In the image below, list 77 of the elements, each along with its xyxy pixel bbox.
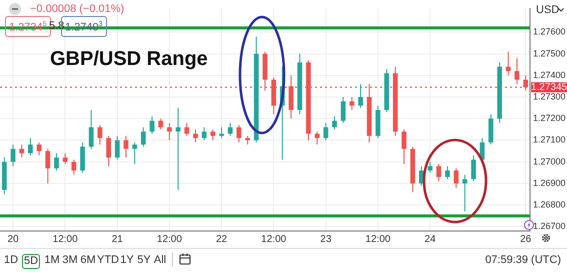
x-tick-label: 21 xyxy=(112,234,124,245)
text: 1D xyxy=(4,254,18,267)
candlestick xyxy=(349,96,354,110)
candlestick xyxy=(462,174,468,212)
candlestick xyxy=(332,116,337,130)
candlestick xyxy=(402,128,406,165)
candlestick xyxy=(323,122,328,141)
candlestick xyxy=(358,84,363,108)
candlestick xyxy=(445,166,450,180)
candlestick xyxy=(193,128,198,143)
text: GBP/USD Range xyxy=(50,48,208,71)
candlestick xyxy=(71,159,76,176)
y-tick-label: 1.27400 xyxy=(533,70,566,80)
candlestick xyxy=(288,74,294,120)
candlestick xyxy=(176,107,181,190)
candlestick xyxy=(471,154,476,182)
x-tick-label: 24 xyxy=(424,234,436,245)
y-tick-label: 1.27000 xyxy=(533,156,566,166)
candlestick xyxy=(523,74,528,92)
x-tick-label: 12:00 xyxy=(365,234,391,245)
x-tick-label: 26 xyxy=(520,234,532,245)
candlestick xyxy=(36,142,42,156)
text: 1Y xyxy=(120,254,134,267)
text: 07:59:39 (UTC) xyxy=(485,254,561,267)
text: 5D xyxy=(22,254,40,269)
candlestick xyxy=(210,128,216,141)
candlestick xyxy=(436,164,442,182)
candlestick xyxy=(10,144,16,167)
x-tick-label: 12:00 xyxy=(261,234,287,245)
candlestick xyxy=(132,142,138,165)
text: USD xyxy=(536,4,560,17)
y-tick-label: 1.26900 xyxy=(533,178,566,188)
candlestick xyxy=(98,124,102,146)
annotation: −0.00008 (−0.01%) xyxy=(30,3,124,16)
candlestick xyxy=(124,135,128,158)
candlestick xyxy=(514,58,520,85)
x-tick-label: 12:00 xyxy=(156,234,182,245)
candlestick xyxy=(54,152,59,171)
candlestick xyxy=(158,118,164,130)
text: All xyxy=(154,254,166,267)
candlestick xyxy=(340,96,346,124)
x-tick-label: 23 xyxy=(320,234,332,245)
candlestick xyxy=(428,161,432,174)
text: 5Y xyxy=(137,254,151,267)
x-tick-label: 22 xyxy=(216,234,228,245)
text: YTD xyxy=(97,254,119,267)
candlestick xyxy=(140,126,146,148)
y-tick-label: 1.27600 xyxy=(533,26,566,37)
annotation: 1.2734$^{5}$ xyxy=(5,16,51,37)
candlestick xyxy=(62,152,68,165)
candlestick xyxy=(219,126,224,139)
annotation: 1.2740$^{3}$ xyxy=(65,21,103,34)
candlestick xyxy=(488,114,494,146)
candlestick xyxy=(236,124,242,143)
y-tick-label: 1.27500 xyxy=(533,48,566,58)
candlestick xyxy=(314,131,320,146)
candlestick xyxy=(454,168,459,188)
candlestick xyxy=(45,148,50,184)
y-tick-label: 1.27200 xyxy=(533,113,566,124)
text: 1M xyxy=(44,254,60,267)
ref-line-label: 1.27345 xyxy=(530,82,567,94)
candlestick xyxy=(28,138,33,156)
y-tick-label: 1.27300 xyxy=(533,91,566,102)
text: 3M xyxy=(62,254,78,267)
candlestick xyxy=(80,142,85,174)
candlestick xyxy=(167,122,172,141)
x-tick-label: 12:00 xyxy=(52,234,78,245)
x-tick-label: 20 xyxy=(7,234,20,245)
candlestick xyxy=(150,116,154,134)
y-tick-label: 1.26800 xyxy=(533,200,566,210)
y-tick-label: 1.27100 xyxy=(533,134,566,145)
y-tick-label: 1.26700 xyxy=(533,221,566,232)
candlestick xyxy=(88,109,94,150)
candlestick xyxy=(106,135,111,167)
candlestick xyxy=(114,135,120,160)
candlestick xyxy=(202,126,207,141)
text: 6M xyxy=(80,254,96,267)
